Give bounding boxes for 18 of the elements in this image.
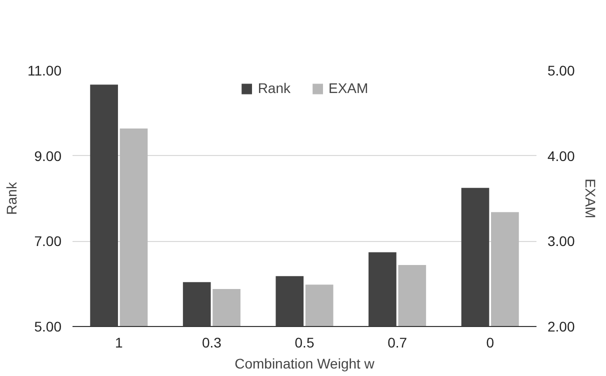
y2-tick-label: 3.00 bbox=[548, 233, 575, 250]
x-tick-label: 0.5 bbox=[294, 334, 314, 350]
y-tick-label: 9.00 bbox=[34, 148, 62, 164]
x-tick-label: 1 bbox=[115, 334, 124, 350]
y2-tick-label: 2.00 bbox=[548, 318, 575, 334]
x-axis-title: Combination Weight w bbox=[234, 356, 376, 372]
x-tick-label: 0.7 bbox=[388, 334, 408, 350]
y-tick-label: 11.00 bbox=[28, 62, 62, 78]
y2-tick-label: 5.00 bbox=[548, 62, 575, 78]
y-tick-label: 7.00 bbox=[34, 233, 62, 250]
y2-axis-title: EXAM bbox=[582, 178, 599, 218]
y-axis-title: Rank bbox=[4, 181, 20, 215]
y-tick-label: 5.00 bbox=[34, 318, 62, 334]
legend-label: EXAM bbox=[328, 80, 368, 96]
x-tick-label: 0.3 bbox=[202, 334, 222, 350]
legend-label: Rank bbox=[258, 80, 290, 96]
y2-tick-label: 4.00 bbox=[548, 148, 575, 164]
x-tick-label: 0 bbox=[486, 334, 494, 350]
